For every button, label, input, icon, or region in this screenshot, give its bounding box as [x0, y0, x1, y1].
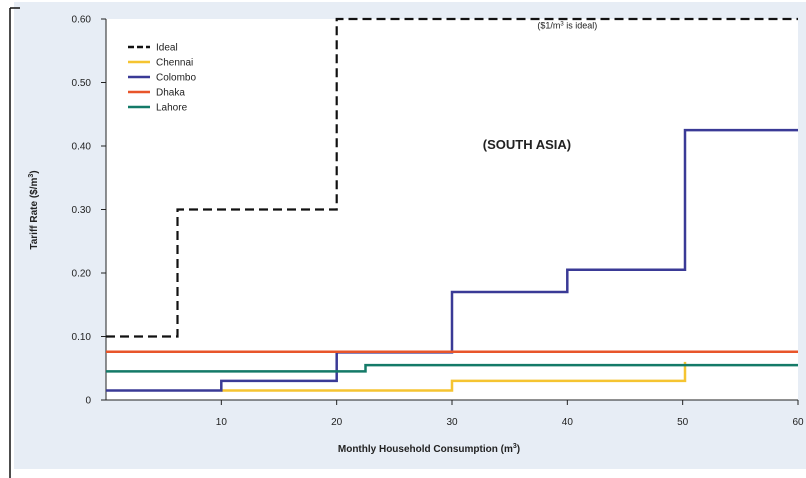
- x-axis-title: Monthly Household Consumption (m3): [338, 443, 520, 455]
- x-tick-label-10: 10: [216, 417, 228, 428]
- x-axis-ticks: 10 20 30 40 50 60: [216, 400, 804, 428]
- series-line-ideal: [106, 17, 798, 338]
- legend-label-lahore: Lahore: [156, 103, 188, 114]
- x-tick-label-60: 60: [792, 417, 804, 428]
- legend-label-dhaka: Dhaka: [156, 88, 185, 99]
- y-tick-label-0.20: 0.20: [72, 269, 92, 280]
- x-tick-label-30: 30: [446, 417, 458, 428]
- x-tick-label-40: 40: [562, 417, 574, 428]
- series-layer: [106, 17, 798, 392]
- series-line-lahore: [106, 363, 798, 373]
- legend-label-ideal: Ideal: [156, 43, 178, 54]
- y-tick-label-0.30: 0.30: [72, 205, 92, 216]
- x-tick-label-20: 20: [331, 417, 343, 428]
- annotation-ideal-note: ($1/m3 is ideal): [537, 21, 597, 31]
- series-line-chennai: [221, 361, 687, 392]
- legend: Ideal Chennai Colombo Dhaka Lahore: [128, 43, 196, 114]
- y-axis-ticks: 0 0.10 0.20 0.30 0.40 0.50 0.60: [72, 15, 106, 407]
- annotation-layer: ($1/m3 is ideal) (SOUTH ASIA): [483, 21, 597, 153]
- legend-label-chennai: Chennai: [156, 58, 193, 69]
- y-axis-title: Tariff Rate ($/m3): [28, 170, 40, 249]
- legend-label-colombo: Colombo: [156, 73, 196, 84]
- annotation-region-label: (SOUTH ASIA): [483, 137, 571, 152]
- x-tick-label-50: 50: [677, 417, 689, 428]
- series-line-colombo: [106, 128, 798, 392]
- y-tick-label-0.50: 0.50: [72, 78, 92, 89]
- y-tick-label-0.60: 0.60: [72, 15, 92, 26]
- y-tick-label-0.10: 0.10: [72, 332, 92, 343]
- y-tick-label-0.40: 0.40: [72, 142, 92, 153]
- y-tick-label-0: 0: [85, 396, 91, 407]
